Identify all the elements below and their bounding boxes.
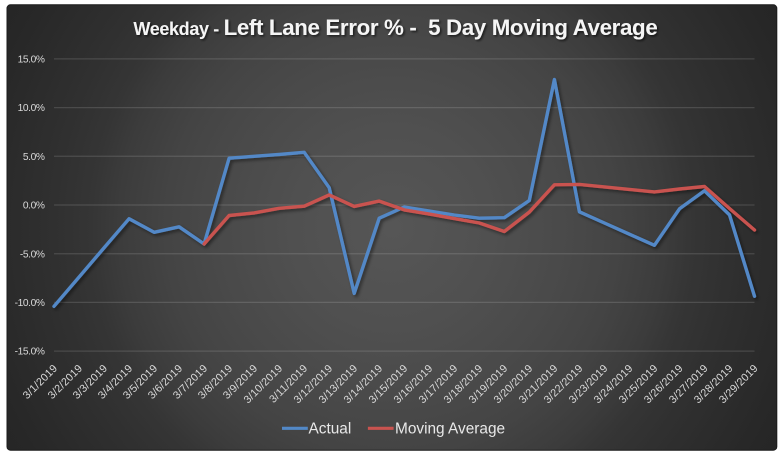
svg-text:-5.0%: -5.0% (20, 249, 45, 260)
svg-text:Weekday - Left Lane Error % -: Weekday - Left Lane Error % - 5 Day Movi… (133, 15, 657, 40)
svg-text:-10.0%: -10.0% (15, 298, 45, 309)
svg-text:5.0%: 5.0% (23, 152, 45, 163)
svg-text:10.0%: 10.0% (18, 103, 45, 114)
svg-text:0.0%: 0.0% (23, 201, 45, 212)
svg-text:Actual: Actual (309, 420, 352, 437)
svg-text:15.0%: 15.0% (18, 55, 45, 66)
svg-text:Moving Average: Moving Average (395, 420, 505, 437)
svg-text:-15.0%: -15.0% (15, 347, 45, 358)
